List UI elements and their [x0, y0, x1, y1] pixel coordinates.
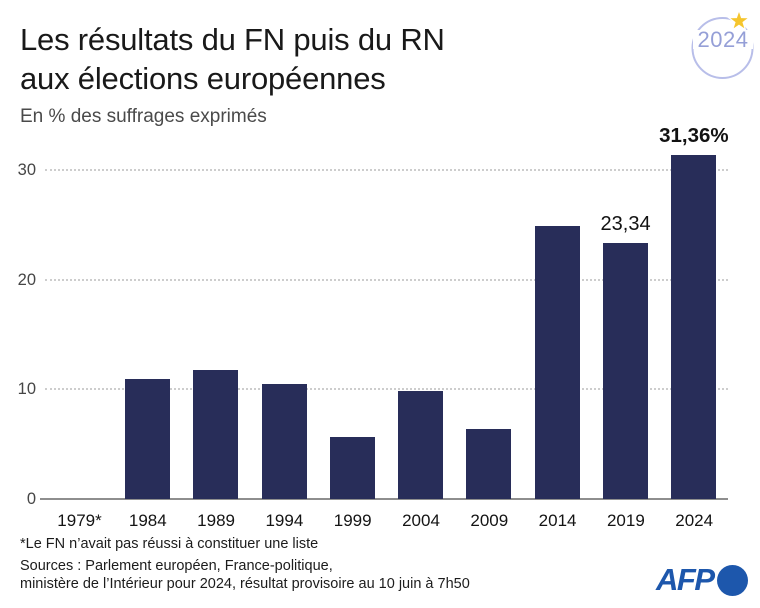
gridline-30: [45, 169, 728, 171]
x-tick-label-1994: 1994: [265, 511, 304, 530]
badge-year-label: 2024: [698, 27, 749, 52]
afp-logo: AFP: [656, 562, 748, 598]
bar-1999: [329, 436, 375, 499]
y-tick-label-0: 0: [26, 490, 36, 508]
star-icon: [726, 10, 752, 32]
afp-logo-text: AFP: [656, 562, 715, 597]
x-tick-label-1984: 1984: [128, 511, 167, 530]
y-tick-label-20: 20: [17, 270, 36, 289]
bar-2024: [671, 155, 717, 499]
y-tick-label-10: 10: [17, 380, 36, 399]
x-tick-label-1989: 1989: [197, 511, 235, 530]
bar-1984: [124, 378, 170, 499]
bar-1994: [261, 383, 307, 499]
bar-2004: [398, 391, 444, 499]
x-tick-label-2024: 2024: [675, 511, 714, 530]
x-tick-label-2004: 2004: [402, 511, 440, 530]
bar-2019: [603, 243, 649, 499]
value-label-2024: 31,36%: [659, 124, 729, 148]
afp-logo-globe-icon: [716, 564, 748, 596]
bar-1989: [193, 370, 239, 499]
x-tick-label-2009: 2009: [470, 511, 509, 530]
y-tick-label-30: 30: [17, 161, 36, 179]
x-tick-label-2019: 2019: [606, 511, 645, 530]
x-axis-line: [40, 498, 728, 500]
sources-line-2: ministère de l’Intérieur pour 2024, résu…: [20, 575, 470, 592]
gridline-20: [45, 278, 728, 281]
title-line-2: aux élections européennes: [20, 61, 386, 96]
footnote: *Le FN n’avait pas réussi à constituer u…: [20, 536, 319, 552]
x-tick-label-1979: 1979*: [57, 511, 102, 530]
bar-2009: [466, 429, 512, 499]
badge-text-backdrop: [693, 30, 753, 49]
gridline-10: [45, 388, 728, 391]
page-title: Les résultats du FN puis du RN aux élect…: [20, 20, 640, 98]
x-tick-label-2014: 2014: [538, 511, 577, 530]
title-line-1: Les résultats du FN puis du RN: [20, 22, 445, 57]
sources-line-1: Sources : Parlement européen, France-pol…: [20, 558, 333, 574]
value-label-2019: 23,34: [600, 213, 651, 236]
bar-2014: [534, 226, 580, 499]
election-2024-badge: 2024: [691, 10, 754, 79]
chart-subtitle: En % des suffrages exprimés: [20, 106, 267, 127]
sources: Sources : Parlement européen, France-pol…: [20, 558, 470, 593]
x-tick-label-1999: 1999: [333, 511, 372, 530]
plot-area: 0 10 20 30 1979* 1984 1989 1994 1999 2004 2009 2014…: [18, 124, 729, 530]
